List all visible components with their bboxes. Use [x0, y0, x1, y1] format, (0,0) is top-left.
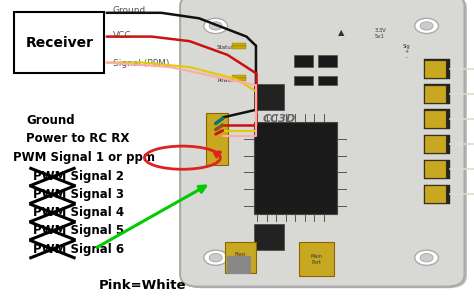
Text: Status: Status — [217, 45, 235, 50]
Bar — [232, 75, 246, 78]
Circle shape — [209, 22, 222, 30]
Bar — [299, 242, 334, 276]
Circle shape — [415, 18, 438, 34]
Bar — [424, 59, 450, 79]
Text: Pink=White: Pink=White — [99, 279, 186, 292]
Bar — [254, 224, 284, 250]
Bar — [14, 12, 104, 73]
Text: Signal (PPM): Signal (PPM) — [113, 59, 169, 68]
Bar — [425, 186, 446, 203]
Text: Power: Power — [217, 78, 234, 83]
Text: PWM Signal 1 or ppm: PWM Signal 1 or ppm — [13, 151, 155, 164]
Text: Main
Port: Main Port — [310, 254, 322, 265]
Text: ▲: ▲ — [338, 27, 345, 37]
Circle shape — [209, 253, 222, 262]
Bar — [294, 55, 313, 67]
Text: PWM Signal 2: PWM Signal 2 — [33, 170, 124, 183]
Bar — [318, 76, 337, 85]
Bar — [254, 84, 284, 110]
Text: Sig
+
-: Sig + - — [403, 44, 410, 60]
Bar — [206, 113, 228, 165]
Text: PWM Signal 6: PWM Signal 6 — [33, 243, 124, 256]
Bar — [425, 161, 446, 178]
Circle shape — [420, 253, 433, 262]
Bar — [424, 135, 450, 154]
Text: PWM Signal 3: PWM Signal 3 — [33, 188, 124, 201]
Text: Flexi
Port: Flexi Port — [235, 252, 246, 263]
Bar — [424, 84, 450, 104]
Circle shape — [204, 250, 228, 265]
Bar — [227, 256, 250, 273]
Text: VCC: VCC — [113, 30, 131, 40]
Text: CC3D: CC3D — [263, 114, 296, 124]
Text: Ground: Ground — [26, 114, 75, 127]
Bar — [424, 160, 450, 179]
Text: Ground: Ground — [113, 6, 146, 15]
Circle shape — [204, 18, 228, 34]
Bar — [425, 61, 446, 78]
Bar — [254, 122, 337, 214]
Bar — [318, 55, 337, 67]
Bar — [232, 46, 246, 49]
Bar — [425, 111, 446, 128]
Bar — [232, 78, 246, 81]
Bar — [425, 136, 446, 153]
Text: PWM Signal 4: PWM Signal 4 — [33, 206, 124, 219]
Bar — [294, 76, 313, 85]
Bar — [424, 185, 450, 204]
Text: PWM Signal 5: PWM Signal 5 — [33, 224, 124, 237]
Bar — [424, 109, 450, 129]
Bar — [425, 86, 446, 103]
FancyBboxPatch shape — [182, 0, 467, 288]
Text: Receiver: Receiver — [25, 36, 93, 50]
Circle shape — [415, 250, 438, 265]
Text: Power to RC RX: Power to RC RX — [26, 132, 129, 145]
Bar — [225, 242, 256, 273]
Circle shape — [420, 22, 433, 30]
Text: 3.3V
5v1: 3.3V 5v1 — [374, 28, 386, 39]
FancyBboxPatch shape — [180, 0, 465, 287]
Bar — [232, 43, 246, 46]
